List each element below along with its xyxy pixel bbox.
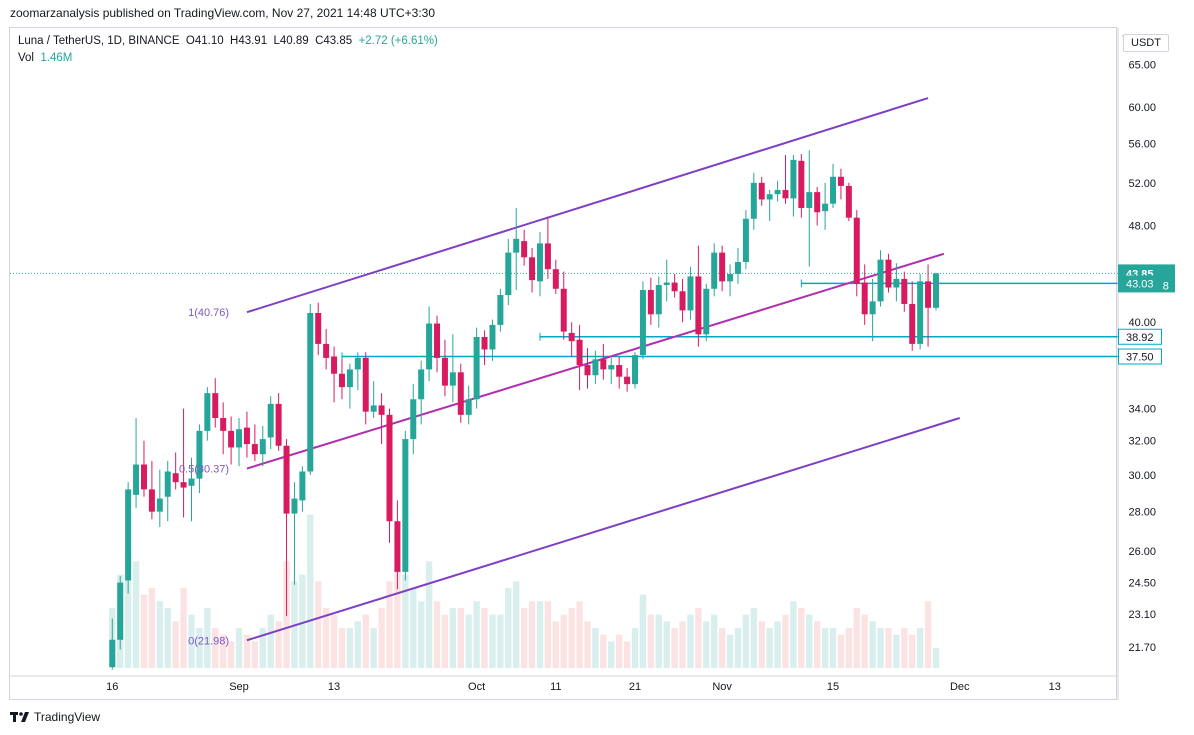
brand-name: TradingView	[34, 710, 101, 724]
chart-legend: Luna / TetherUS, 1D, BINANCE O41.10 H43.…	[18, 35, 438, 47]
y-tick-label: 48.00	[1128, 220, 1156, 232]
tradingview-logo[interactable]: TradingView	[10, 710, 100, 724]
price-label-value: 37.50	[1126, 352, 1154, 364]
legend-change: +2.72 (+6.61%)	[358, 35, 438, 47]
price-label-box	[1118, 348, 1162, 365]
y-tick-label: 26.00	[1128, 546, 1156, 558]
countdown-timer: 12:41:18	[1126, 280, 1169, 292]
legend-high: H43.91	[230, 35, 268, 47]
publisher-caption: zoomarzanalysis published on TradingView…	[10, 6, 436, 20]
y-tick-label: 30.00	[1128, 470, 1156, 482]
y-tick-label: 21.70	[1128, 642, 1156, 654]
price-label-box	[1118, 328, 1162, 345]
last-price-box	[1118, 264, 1175, 293]
y-axis: 65.00 60.00 56.00 52.00 48.00 40.00 34.00 32.00…	[1117, 28, 1156, 700]
volume-legend: Vol 1.46M	[18, 52, 72, 64]
chart-frame[interactable]	[9, 27, 1117, 700]
volume-value: 1.46M	[40, 52, 73, 64]
y-tick-label: 56.00	[1128, 138, 1156, 150]
last-price-value: 43.85	[1126, 268, 1154, 280]
price-label-value: 43.03	[1126, 278, 1154, 290]
y-tick-label: 65.00	[1128, 59, 1156, 71]
currency-button[interactable]: USDT	[1123, 34, 1169, 52]
price-label: 37.50	[1118, 348, 1162, 365]
y-tick-label: 52.00	[1128, 178, 1156, 190]
price-label-value: 38.92	[1126, 332, 1154, 344]
legend-close: C43.85	[315, 35, 353, 47]
legend-low: L40.89	[273, 35, 309, 47]
y-tick-label: 24.50	[1128, 578, 1156, 590]
price-label-box	[1118, 275, 1162, 292]
y-tick-label: 40.00	[1128, 317, 1156, 329]
y-tick-label: 34.00	[1128, 404, 1156, 416]
tradingview-icon	[10, 712, 29, 722]
y-tick-label: 32.00	[1128, 436, 1156, 448]
price-label: 38.92	[1118, 328, 1162, 345]
legend-open: O41.10	[185, 35, 224, 47]
volume-label: Vol	[18, 52, 34, 64]
y-tick-label: 23.10	[1128, 609, 1156, 621]
price-label: 43.03	[1118, 275, 1162, 292]
legend-symbol: Luna / TetherUS, 1D, BINANCE	[18, 35, 180, 47]
y-tick-label: 60.00	[1128, 102, 1156, 114]
y-tick-label: 28.00	[1128, 507, 1156, 519]
